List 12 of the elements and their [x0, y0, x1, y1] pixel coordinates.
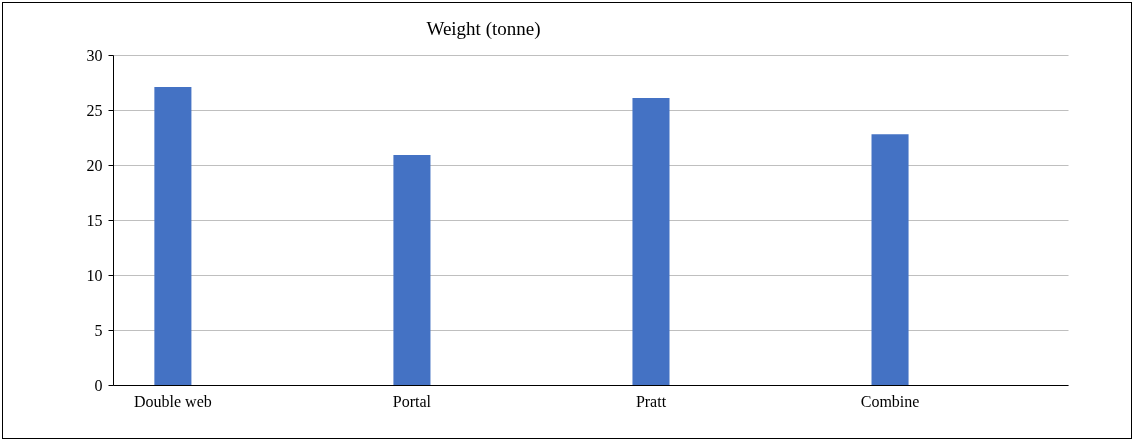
- y-tick-label: 10: [86, 266, 103, 284]
- chart-title: Weight (tonne): [426, 18, 541, 40]
- x-tick-label: Portal: [392, 392, 432, 410]
- x-tick-label: Pratt: [635, 392, 667, 410]
- x-tick-label: Double web: [134, 392, 212, 410]
- y-tick-label: 20: [86, 156, 103, 174]
- y-tick-label: 30: [86, 46, 103, 64]
- y-tick-label: 25: [86, 101, 103, 119]
- y-tick-label: 15: [86, 211, 103, 229]
- x-tick-label: Combine: [860, 392, 920, 410]
- y-tick-label: 5: [94, 321, 103, 339]
- y-tick-label: 0: [94, 376, 103, 394]
